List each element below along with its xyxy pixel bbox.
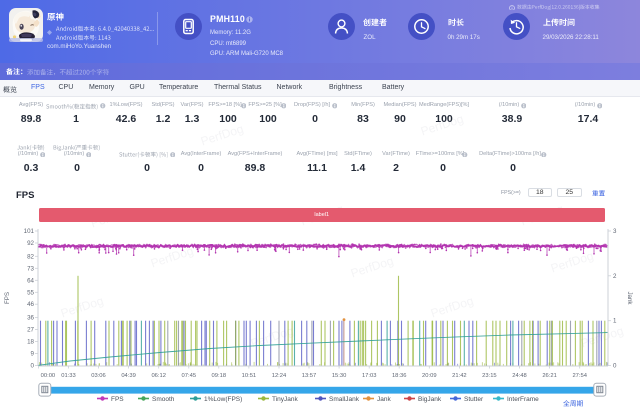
svg-text:9: 9 <box>31 351 35 358</box>
svg-text:07:45: 07:45 <box>182 373 197 379</box>
svg-text:10:51: 10:51 <box>242 373 257 379</box>
svg-text:18:36: 18:36 <box>392 373 407 379</box>
svg-text:01:33: 01:33 <box>61 373 76 379</box>
svg-text:36: 36 <box>27 315 34 322</box>
svg-text:26:21: 26:21 <box>542 373 557 379</box>
svg-text:82: 82 <box>27 253 34 260</box>
svg-text:InterFrame: InterFrame <box>507 396 539 403</box>
svg-text:64: 64 <box>27 277 34 284</box>
svg-text:18: 18 <box>27 339 34 346</box>
svg-text:24:48: 24:48 <box>512 373 527 379</box>
svg-text:Jank: Jank <box>626 291 633 305</box>
svg-text:3: 3 <box>613 228 617 235</box>
svg-text:06:12: 06:12 <box>151 373 166 379</box>
svg-text:09:18: 09:18 <box>212 373 227 379</box>
svg-text:12:24: 12:24 <box>272 373 287 379</box>
svg-text:1: 1 <box>613 318 617 325</box>
svg-text:BigJank: BigJank <box>418 396 442 403</box>
svg-text:00:00: 00:00 <box>41 373 56 379</box>
svg-text:Stutter: Stutter <box>464 396 484 403</box>
svg-text:FPS: FPS <box>4 292 11 304</box>
svg-text:15:30: 15:30 <box>332 373 347 379</box>
svg-text:TinyJank: TinyJank <box>272 396 299 403</box>
svg-text:21:42: 21:42 <box>452 373 467 379</box>
svg-text:27:54: 27:54 <box>572 373 587 379</box>
svg-text:1%Low(FPS): 1%Low(FPS) <box>204 396 242 403</box>
svg-text:46: 46 <box>27 301 34 308</box>
svg-text:23:15: 23:15 <box>482 373 497 379</box>
svg-text:17:03: 17:03 <box>362 373 377 379</box>
svg-text:FPS: FPS <box>111 396 124 403</box>
svg-text:73: 73 <box>27 265 34 272</box>
svg-text:101: 101 <box>24 228 35 235</box>
svg-text:13:57: 13:57 <box>302 373 317 379</box>
svg-text:92: 92 <box>27 240 34 247</box>
svg-text:27: 27 <box>27 327 34 334</box>
svg-text:55: 55 <box>27 289 34 296</box>
svg-text:0: 0 <box>613 363 617 370</box>
svg-text:04:39: 04:39 <box>121 373 136 379</box>
svg-text:Jank: Jank <box>377 396 391 403</box>
svg-text:0: 0 <box>31 363 35 370</box>
svg-text:2: 2 <box>613 273 617 280</box>
svg-text:03:06: 03:06 <box>91 373 106 379</box>
svg-text:SmallJank: SmallJank <box>329 396 360 403</box>
svg-text:20:09: 20:09 <box>422 373 437 379</box>
svg-text:Smooth: Smooth <box>152 396 175 403</box>
